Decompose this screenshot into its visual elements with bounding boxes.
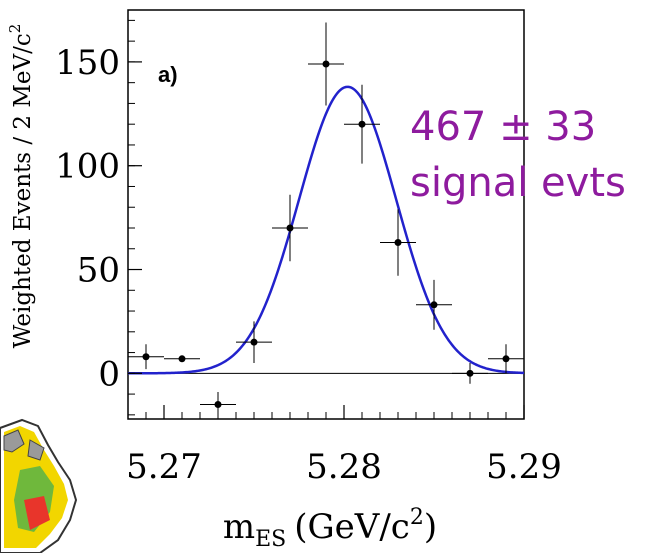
x-axis-label-sub: ES xyxy=(255,527,286,552)
y-axis-label-main: Weighted Events / 2 MeV/c xyxy=(10,33,36,348)
data-point xyxy=(236,321,272,363)
data-marker xyxy=(286,224,294,232)
data-marker xyxy=(466,369,474,377)
y-tick-label: 150 xyxy=(55,43,120,83)
data-point xyxy=(164,355,200,363)
data-marker xyxy=(394,239,402,247)
data-marker xyxy=(322,60,330,68)
x-axis-label: mES (GeV/c2) xyxy=(223,505,437,552)
x-tick-label: 5.27 xyxy=(126,447,202,487)
y-tick-label: 100 xyxy=(55,147,120,187)
data-marker xyxy=(502,355,510,363)
data-marker xyxy=(178,355,186,363)
axis-ticks: 5.27 5.28 5.29 0 50 100 150 xyxy=(55,19,562,487)
x-axis-label-sup: 2 xyxy=(410,505,424,530)
x-tick-label: 5.28 xyxy=(306,447,382,487)
data-marker xyxy=(214,400,222,408)
gaussian-fit-curve xyxy=(128,85,525,375)
data-point xyxy=(200,392,236,417)
fit-curve-layer xyxy=(128,85,525,375)
data-point xyxy=(380,209,416,276)
data-point xyxy=(308,22,344,106)
data-point xyxy=(416,279,452,330)
data-marker xyxy=(250,338,258,346)
signal-yield-value: 467 ± 33 xyxy=(410,104,596,150)
signal-yield-caption: signal evts xyxy=(410,160,626,206)
data-point xyxy=(488,344,524,374)
x-axis-label-close: ) xyxy=(424,507,437,547)
data-point xyxy=(344,84,380,164)
y-axis-label: Weighted Events / 2 MeV/c2 xyxy=(6,24,36,349)
y-tick-label: 0 xyxy=(98,354,120,394)
panel-label: a) xyxy=(158,62,178,87)
data-point xyxy=(128,344,164,370)
y-tick-label: 50 xyxy=(77,251,120,291)
data-points-layer xyxy=(128,22,524,417)
data-marker xyxy=(142,353,150,361)
x-axis-label-unit: (GeV/c xyxy=(294,507,410,547)
data-point xyxy=(452,362,488,384)
data-marker xyxy=(358,120,366,128)
x-tick-label: 5.29 xyxy=(486,447,562,487)
logo-fragment-icon xyxy=(0,418,78,553)
data-point xyxy=(272,194,308,262)
data-marker xyxy=(430,301,438,309)
y-axis-label-sup: 2 xyxy=(6,24,24,34)
x-axis-label-main: m xyxy=(223,507,255,547)
